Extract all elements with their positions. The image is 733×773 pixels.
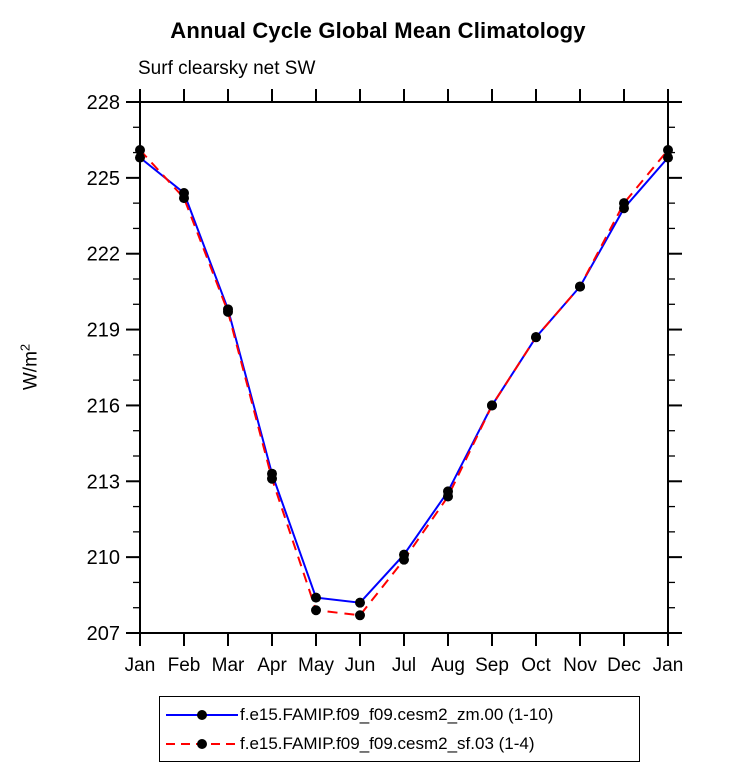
legend-label-series1: f.e15.FAMIP.f09_f09.cesm2_zm.00 (1-10) [240,705,554,724]
y-tick-label: 228 [87,92,120,114]
x-tick-label: Nov [563,655,597,676]
x-tick-label: Jun [345,655,376,676]
legend-label-series2: f.e15.FAMIP.f09_f09.cesm2_sf.03 (1-4) [240,734,535,753]
x-tick-label: Dec [607,655,641,676]
data-point-marker-s1 [619,198,629,209]
data-point-marker-s1 [487,400,497,411]
data-point-marker-s1 [443,491,453,502]
series-line-0 [139,156,669,604]
chart-subtitle: Surf clearsky net SW [138,58,316,79]
data-point-marker-s1 [311,605,321,616]
legend-box: f.e15.FAMIP.f09_f09.cesm2_zm.00 (1-10) f… [159,696,640,762]
legend-marker-icon [197,709,207,720]
data-point-marker-s1 [531,332,541,343]
legend-line-sample-dashed [166,738,238,749]
data-point-marker-s0 [311,592,321,603]
legend-marker-icon [197,738,207,749]
data-point-marker-s0 [355,597,365,608]
series-line-1 [139,149,669,617]
y-tick-label: 213 [87,471,120,493]
data-point-marker-s1 [399,554,409,565]
y-tick-label: 222 [87,244,120,266]
x-tick-label: Feb [168,655,201,676]
data-point-marker-s1 [223,306,233,317]
x-tick-label: May [298,655,334,676]
y-tick-label: 210 [87,547,120,569]
x-tick-label: Jan [125,655,156,676]
data-point-marker-s1 [179,193,189,204]
data-point-marker-s0 [663,152,673,163]
chart-title: Annual Cycle Global Mean Climatology [170,18,586,43]
x-tick-label: Jan [653,655,684,676]
data-point-marker-s1 [267,473,277,484]
data-point-marker-s1 [355,610,365,621]
x-tick-label: Mar [212,655,245,676]
x-tick-label: Sep [475,655,509,676]
x-tick-label: Oct [521,655,551,676]
legend-item-series2: f.e15.FAMIP.f09_f09.cesm2_sf.03 (1-4) [164,729,639,758]
y-tick-label: 216 [87,395,120,417]
x-tick-label: Jul [392,655,416,676]
y-tick-label: 225 [87,168,120,190]
x-tick-label: Apr [257,655,287,676]
y-tick-label: 207 [87,623,120,645]
data-point-marker-s0 [135,152,145,163]
data-point-marker-s1 [575,281,585,292]
x-tick-label: Aug [431,655,465,676]
data-point-marker-s1 [135,145,145,156]
legend-item-series1: f.e15.FAMIP.f09_f09.cesm2_zm.00 (1-10) [164,700,639,729]
y-tick-label: 219 [87,320,120,342]
legend-line-sample-solid [166,709,238,720]
data-point-marker-s1 [663,145,673,156]
